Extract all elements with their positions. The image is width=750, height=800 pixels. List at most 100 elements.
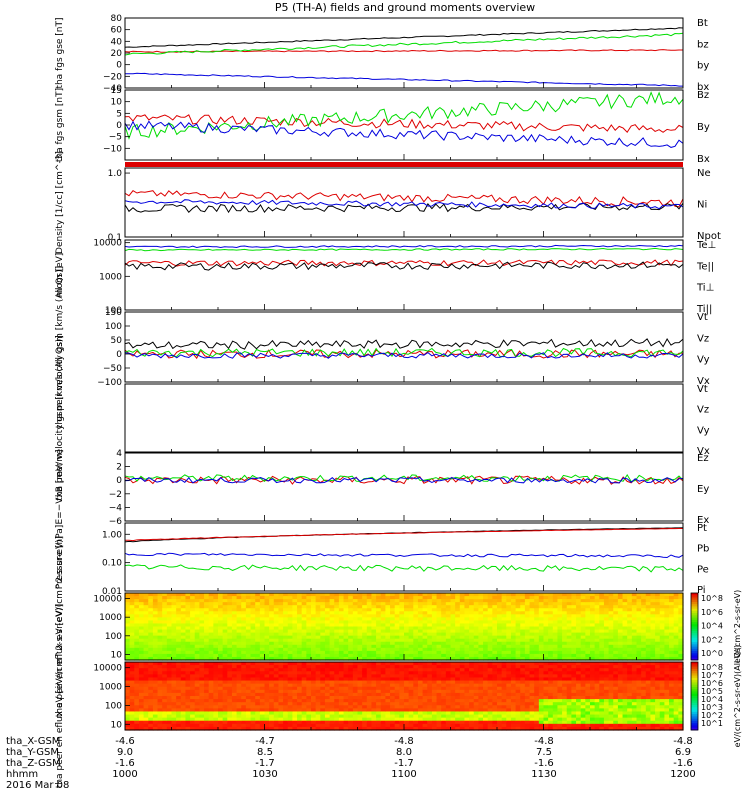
spectrogram-cell: [180, 683, 187, 688]
spectrogram-cell: [190, 653, 196, 658]
spectrogram-cell: [659, 644, 665, 649]
spectrogram-cell: [487, 677, 493, 682]
spectrogram-cell: [436, 711, 442, 716]
spectrogram-cell: [636, 650, 642, 655]
spectrogram-cell: [222, 605, 228, 609]
spectrogram-cell: [417, 699, 424, 703]
spectrogram-cell: [431, 656, 438, 661]
spectrogram-cell: [552, 653, 559, 658]
spectrogram-cell: [459, 668, 466, 672]
spectrogram-cell: [134, 599, 140, 603]
spectrogram-cell: [520, 635, 526, 640]
spectrogram-cell: [227, 726, 233, 731]
spectrogram-cell: [194, 629, 200, 634]
spectrogram-cell: [380, 708, 386, 713]
spectrogram-cell: [380, 620, 386, 625]
spectrogram-cell: [576, 650, 582, 655]
spectrogram-cell: [125, 720, 131, 725]
spectrogram-cell: [520, 644, 526, 649]
spectrogram-cell: [501, 717, 507, 722]
spectrogram-cell: [222, 611, 228, 615]
spectrogram-cell: [552, 593, 559, 597]
spectrogram-cell: [157, 644, 163, 649]
spectrogram-cell: [636, 605, 642, 609]
spectrogram-cell: [427, 644, 433, 649]
spectrogram-cell: [283, 635, 289, 640]
spectrogram-cell: [538, 717, 545, 722]
spectrogram-cell: [357, 717, 363, 722]
spectrogram-cell: [269, 632, 275, 637]
y-tick-label: 0: [116, 121, 122, 131]
spectrogram-cell: [483, 632, 489, 637]
spectrogram-cell: [208, 665, 214, 669]
spectrogram-cell: [599, 605, 605, 609]
spectrogram-cell: [422, 702, 428, 706]
spectrogram-cell: [552, 674, 559, 679]
spectrogram-cell: [613, 650, 619, 655]
spectrogram-cell: [431, 602, 438, 606]
spectrogram-cell: [143, 662, 149, 666]
spectrogram-cell: [129, 702, 135, 706]
spectrogram-cell: [673, 608, 679, 612]
spectrogram-cell: [450, 650, 456, 655]
spectrogram-cell: [534, 720, 540, 725]
spectrogram-cell: [125, 689, 131, 694]
spectrogram-cell: [162, 626, 168, 631]
spectrogram-cell: [655, 614, 661, 618]
spectrogram-cell: [329, 723, 335, 728]
spectrogram-cell: [557, 611, 563, 615]
spectrogram-cell: [404, 708, 410, 713]
spectrogram-cell: [334, 711, 340, 716]
spectrogram-cell: [613, 623, 619, 628]
spectrogram-cell: [422, 635, 428, 640]
spectrogram-cell: [143, 638, 149, 643]
spectrogram-cell: [571, 593, 577, 597]
spectrogram-cell: [218, 665, 224, 669]
spectrogram-cell: [645, 656, 652, 661]
spectrogram-cell: [515, 726, 521, 731]
spectrogram-cell: [404, 632, 410, 637]
spectrogram-cell: [278, 726, 284, 731]
spectrogram-cell: [157, 656, 163, 661]
spectrogram-cell: [278, 626, 284, 631]
spectrogram-cell: [306, 614, 312, 618]
y-tick-label: 0.1: [108, 233, 122, 243]
spectrogram-cell: [324, 602, 331, 606]
spectrogram-cell: [287, 599, 293, 603]
spectrogram-cell: [250, 656, 256, 661]
spectrogram-cell: [306, 641, 312, 646]
spectrogram-cell: [352, 689, 359, 694]
spectrogram-cell: [264, 714, 270, 719]
spectrogram-cell: [427, 711, 433, 716]
spectrogram-cell: [557, 629, 563, 634]
spectrogram-cell: [171, 644, 177, 649]
spectrogram-cell: [208, 717, 214, 722]
spectrogram-cell: [548, 665, 554, 669]
spectrogram-cell: [185, 596, 191, 600]
spectrogram-cell: [129, 638, 135, 643]
spectrogram-cell: [222, 723, 228, 728]
spectrogram-cell: [338, 608, 345, 612]
spectrogram-cell: [524, 608, 531, 612]
spectrogram-cell: [413, 620, 419, 625]
spectrogram-cell: [287, 632, 293, 637]
spectrogram-cell: [376, 617, 382, 622]
spectrogram-cell: [236, 638, 242, 643]
spectrogram-cell: [455, 683, 461, 688]
spectrogram-cell: [306, 644, 312, 649]
spectrogram-cell: [627, 617, 633, 622]
spectrogram-cell: [315, 689, 321, 694]
spectrogram-cell: [190, 689, 196, 694]
spectrogram-cell: [603, 629, 610, 634]
spectrogram-cell: [180, 629, 187, 634]
spectrogram-cell: [162, 641, 168, 646]
spectrogram-cell: [515, 641, 521, 646]
spectrogram-cell: [390, 620, 396, 625]
spectrogram-cell: [390, 702, 396, 706]
spectrogram-cell: [329, 596, 335, 600]
spectrogram-cell: [664, 650, 670, 655]
spectrogram-cell: [380, 702, 386, 706]
spectrogram-cell: [292, 723, 298, 728]
spectrogram-cell: [348, 644, 354, 649]
spectrogram-cell: [473, 641, 479, 646]
